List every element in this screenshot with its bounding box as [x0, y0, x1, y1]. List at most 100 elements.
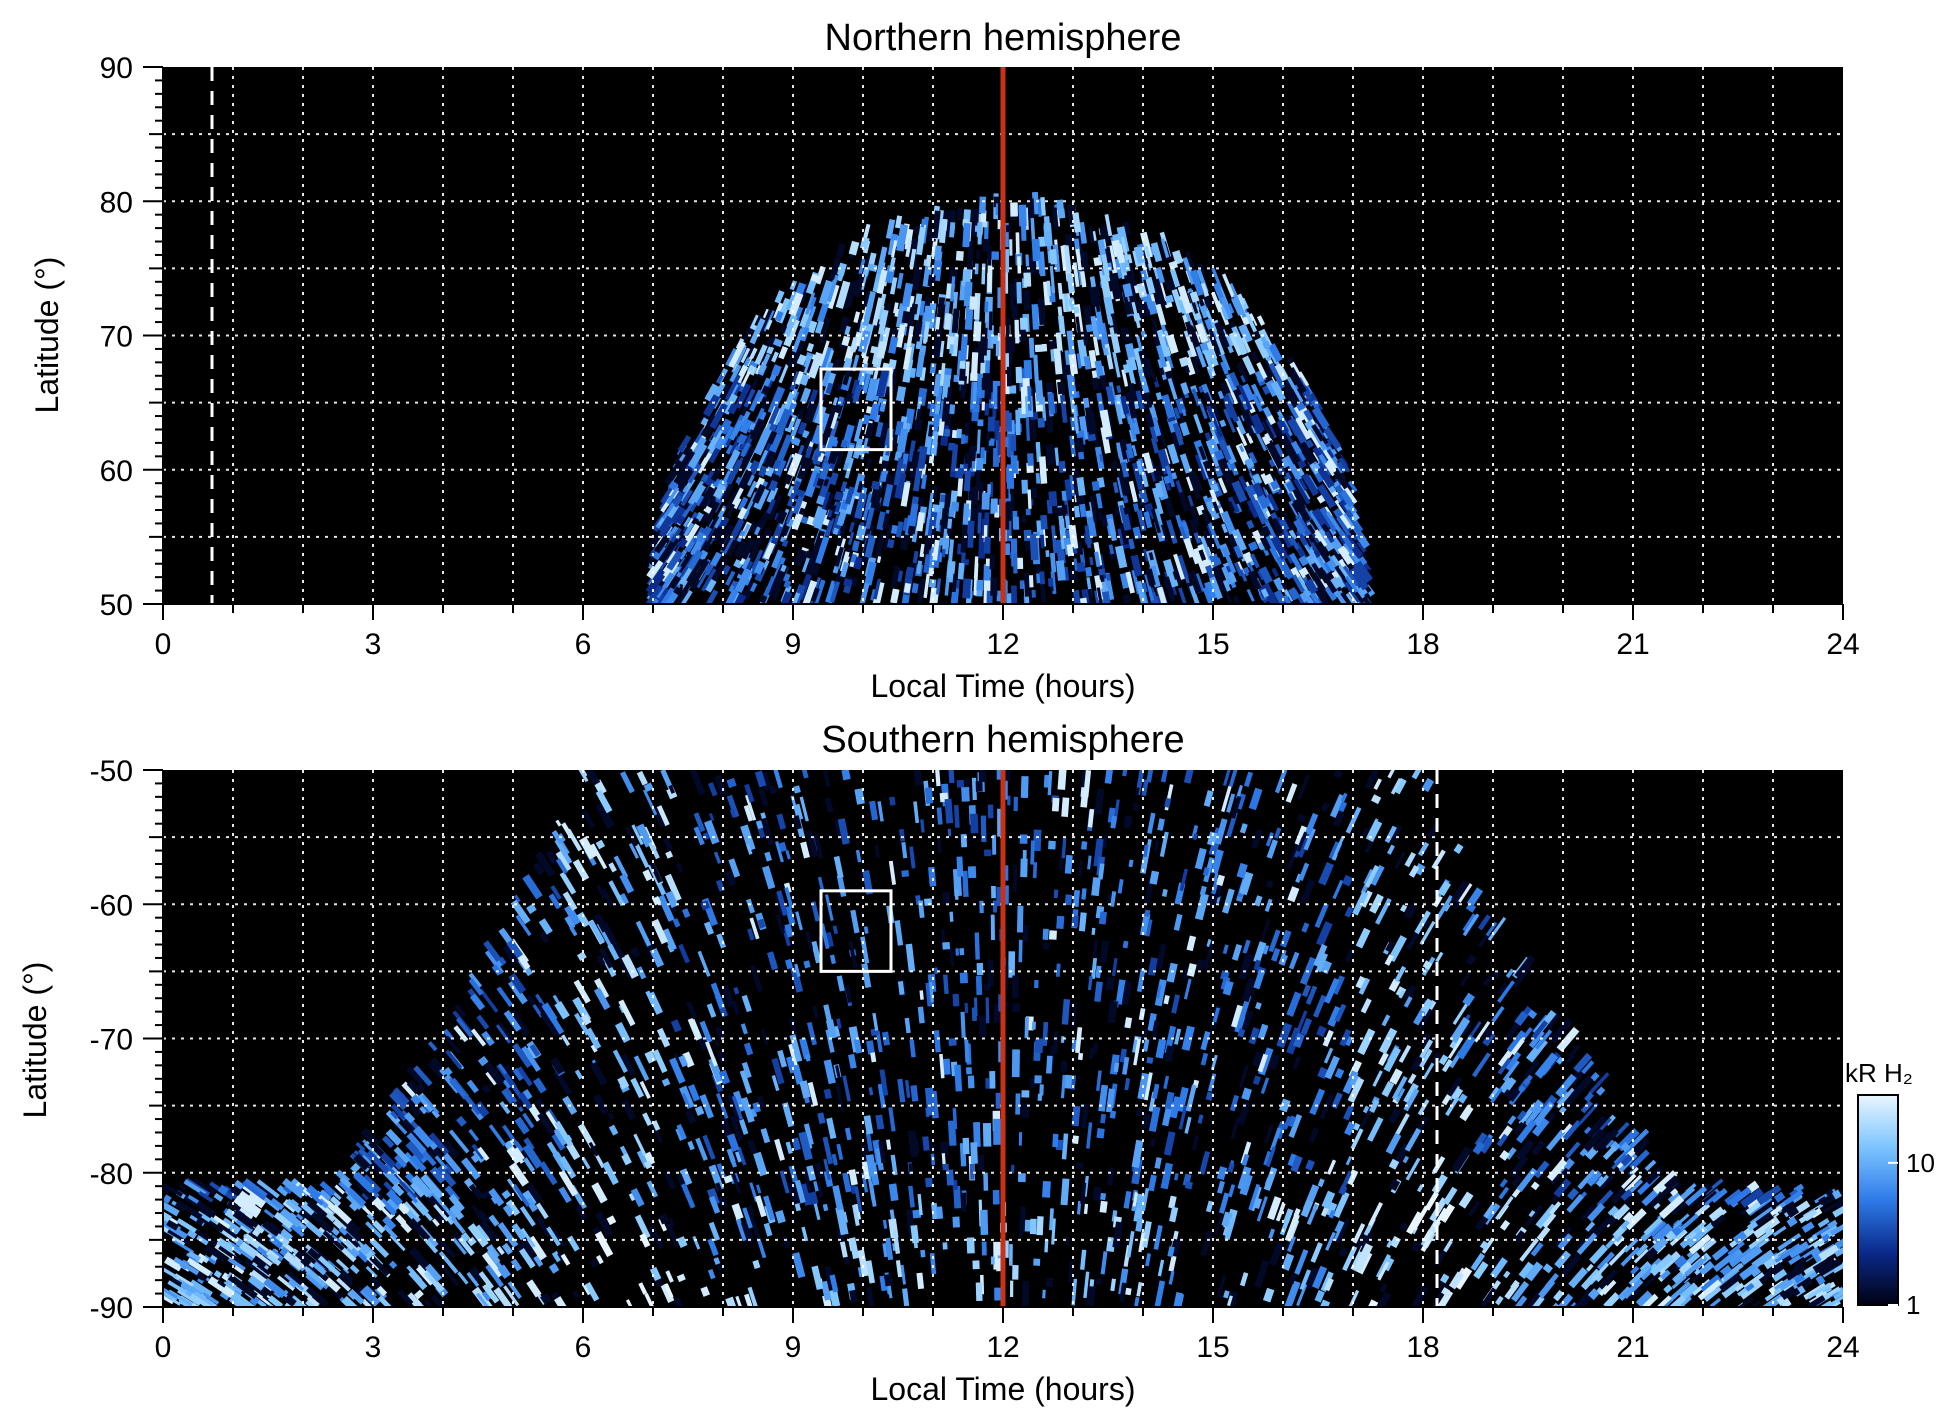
emission-streak	[488, 1214, 500, 1227]
emission-streak	[1051, 525, 1058, 554]
emission-streak	[806, 515, 817, 526]
emission-streak	[1141, 582, 1148, 593]
emission-streak	[1205, 440, 1220, 468]
emission-streak	[1240, 374, 1247, 383]
emission-streak	[400, 1221, 413, 1234]
emission-streak	[1505, 1051, 1522, 1071]
emission-streak	[1287, 417, 1302, 437]
emission-streak	[1514, 954, 1536, 980]
emission-streak	[590, 843, 608, 870]
emission-streak	[740, 347, 751, 364]
emission-streak	[939, 210, 944, 219]
emission-streak	[621, 1099, 637, 1121]
emission-streak	[682, 908, 691, 918]
emission-streak	[900, 1264, 906, 1285]
emission-streak	[442, 1152, 462, 1175]
emission-streak	[488, 1188, 505, 1207]
emission-streak	[1049, 552, 1057, 573]
emission-streak	[856, 480, 864, 493]
emission-streak	[1138, 1232, 1145, 1253]
emission-streak	[1527, 1009, 1538, 1019]
emission-streak	[689, 770, 706, 796]
emission-streak	[742, 580, 757, 601]
emission-streak	[823, 416, 835, 432]
emission-streak	[1499, 1178, 1508, 1188]
emission-streak	[187, 1194, 199, 1204]
emission-streak	[1324, 977, 1340, 1004]
emission-streak	[1344, 581, 1361, 603]
emission-streak	[771, 364, 782, 377]
emission-streak	[801, 557, 810, 573]
emission-streak	[249, 1295, 260, 1306]
emission-streak	[1216, 1275, 1227, 1298]
emission-streak	[213, 1270, 223, 1279]
emission-streak	[1188, 585, 1200, 604]
emission-streak	[1467, 1200, 1481, 1217]
emission-streak	[1156, 344, 1168, 368]
emission-streak	[919, 543, 926, 558]
emission-streak	[913, 320, 923, 342]
emission-streak	[1439, 1273, 1450, 1284]
emission-streak	[976, 429, 981, 454]
emission-streak	[704, 383, 720, 402]
emission-streak	[774, 1138, 785, 1161]
emission-streak	[560, 1253, 571, 1266]
emission-streak	[631, 824, 644, 846]
emission-streak	[1353, 583, 1365, 599]
emission-streak	[1457, 1093, 1468, 1104]
emission-streak	[852, 384, 863, 404]
emission-streak	[1229, 1094, 1240, 1112]
emission-streak	[813, 579, 826, 604]
emission-streak	[811, 940, 822, 964]
emission-streak	[853, 1038, 863, 1054]
emission-streak	[1298, 862, 1310, 882]
emission-streak	[1061, 797, 1070, 817]
emission-streak	[305, 1273, 324, 1291]
emission-streak	[1339, 471, 1347, 481]
emission-streak	[1544, 1012, 1561, 1031]
emission-streak	[1644, 1167, 1663, 1185]
emission-streak	[711, 525, 725, 542]
emission-streak	[876, 269, 888, 295]
emission-streak	[1083, 1203, 1089, 1215]
emission-streak	[1066, 273, 1075, 294]
emission-streak	[1342, 1245, 1358, 1272]
emission-streak	[1344, 575, 1359, 593]
emission-streak	[190, 1292, 213, 1307]
emission-streak	[724, 870, 737, 887]
emission-streak	[782, 1236, 791, 1249]
emission-streak	[1127, 254, 1133, 264]
emission-streak	[752, 1101, 762, 1113]
emission-streak	[1263, 1150, 1271, 1166]
emission-streak	[870, 345, 880, 355]
emission-streak	[1140, 913, 1151, 936]
emission-streak	[835, 1206, 849, 1236]
emission-streak	[1295, 529, 1309, 547]
emission-streak	[1207, 368, 1214, 379]
emission-streak	[1252, 482, 1265, 498]
emission-streak	[740, 1096, 755, 1123]
emission-streak	[1573, 1052, 1593, 1073]
emission-streak	[964, 1002, 969, 1013]
emission-streak	[1339, 489, 1355, 507]
emission-streak	[582, 1284, 591, 1296]
emission-streak	[554, 838, 573, 865]
emission-streak	[482, 1283, 500, 1304]
emission-streak	[608, 880, 625, 907]
emission-streak	[360, 1127, 381, 1148]
emission-streak	[1620, 1153, 1633, 1167]
emission-streak	[853, 311, 861, 324]
emission-streak	[693, 826, 705, 846]
emission-streak	[680, 500, 690, 511]
emission-streak	[1436, 1289, 1454, 1307]
emission-streak	[1094, 981, 1103, 1002]
emission-streak	[1130, 554, 1143, 577]
emission-streak	[781, 539, 789, 548]
emission-streak	[1364, 840, 1374, 854]
emission-streak	[1178, 356, 1190, 368]
emission-streak	[976, 373, 983, 397]
emission-streak	[824, 517, 835, 537]
emission-streak	[816, 495, 826, 506]
highlight-box	[819, 367, 893, 452]
emission-streak	[806, 1021, 817, 1046]
